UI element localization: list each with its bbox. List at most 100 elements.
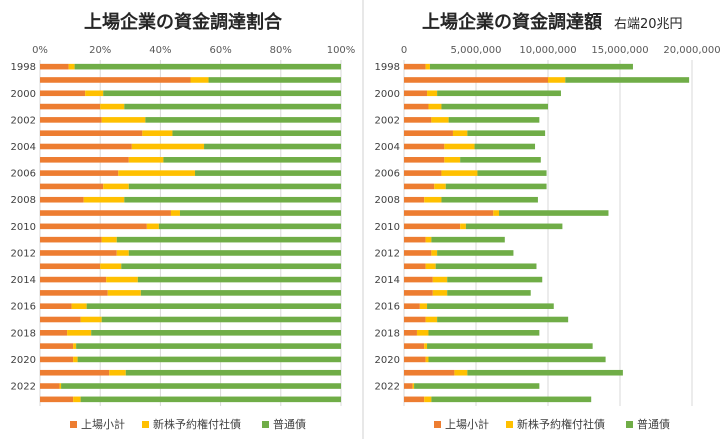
bar-segment [121, 263, 342, 270]
bar-segment [454, 369, 468, 376]
bar-segment [40, 276, 107, 283]
bar-segment [474, 143, 536, 150]
bar-segment [437, 316, 569, 323]
bar-segment [40, 356, 74, 363]
bar-segment [404, 117, 432, 123]
bar-segment [425, 316, 438, 323]
bar-segment [40, 290, 108, 296]
bar-segment [170, 210, 180, 216]
bar-segment [124, 196, 341, 203]
bar-segment [467, 130, 546, 136]
bar-segment [91, 330, 341, 336]
legend-swatch [626, 421, 633, 428]
chart-panel-ratio: 上場企業の資金調達割合 0% 20% 40% 60% 80% 100% 1998 2000 20… [11, 11, 356, 431]
y-tick-label: 2002 [375, 115, 400, 126]
bar-segment [73, 356, 78, 363]
bar-segment [40, 170, 119, 176]
bar-segment [431, 250, 438, 256]
x-tick-label: 100% [327, 45, 356, 56]
bar-segment [67, 330, 92, 336]
bar-segment [412, 383, 415, 389]
bar-segment [158, 223, 341, 230]
bar-segment [432, 290, 448, 296]
bar-segment [404, 263, 426, 270]
bar-segment [40, 343, 74, 349]
chart-title: 上場企業の資金調達額 [422, 11, 602, 33]
bar-segment [71, 303, 87, 309]
bar-segment [116, 236, 341, 243]
y-tick-label: 2008 [11, 195, 36, 206]
bar-segment [100, 263, 122, 270]
bar-segment [404, 196, 425, 203]
bar-segment [447, 276, 543, 283]
bar-segment [404, 170, 442, 176]
bar-segment [404, 183, 435, 190]
legend-label: 普通債 [637, 417, 670, 431]
bar-segment [103, 183, 129, 190]
bar-segment [432, 276, 448, 283]
y-tick-label: 2012 [375, 248, 400, 259]
bar-segment [40, 396, 74, 403]
bar-segment [404, 316, 426, 323]
bar-segment [404, 236, 426, 243]
bar-segment [404, 276, 433, 283]
bar-segment [40, 103, 101, 110]
legend-label: 新株予約権付社債 [153, 417, 241, 431]
bar-segment [85, 90, 104, 97]
bar-segment [467, 369, 623, 376]
bar-segment [172, 130, 341, 136]
bar-segment [190, 77, 209, 83]
bar-segment [404, 343, 425, 349]
x-tick-label: 20,000,000 [663, 45, 720, 56]
legend-swatch [142, 421, 149, 428]
bar-segment [404, 383, 413, 389]
bar-segment [131, 143, 205, 150]
bar-segment [404, 77, 548, 83]
bar-segment [107, 290, 141, 296]
bar-segment [40, 236, 102, 243]
bar-segment [128, 250, 341, 256]
x-tick-label: 80% [270, 45, 292, 56]
bar-segment [448, 117, 540, 123]
y-tick-label: 2006 [11, 169, 36, 180]
bar-segment [431, 236, 505, 243]
bar-segment [40, 117, 102, 123]
bar-segment [565, 77, 690, 83]
bar-segment [427, 343, 593, 349]
bar-segment [40, 196, 84, 203]
bar-segment [441, 170, 478, 176]
bar-segment [179, 210, 341, 216]
y-tick-label: 2018 [11, 328, 36, 339]
y-tick-label: 2012 [11, 248, 36, 259]
bar-segment [208, 77, 341, 83]
bar-segment [109, 369, 126, 376]
bar-segment [106, 276, 138, 283]
bar-segment [128, 183, 341, 190]
bar-segment [441, 196, 538, 203]
bar-segment [86, 303, 341, 309]
bar-segment [145, 117, 341, 123]
bar-segment [404, 223, 461, 230]
y-tick-label: 2022 [11, 382, 36, 393]
bar-segment [404, 330, 417, 336]
legend-label: 上場小計 [445, 417, 489, 431]
y-tick-label: 2002 [11, 115, 36, 126]
bar-segment [40, 183, 104, 190]
bar-segment [40, 157, 129, 163]
y-tick-label: 2000 [375, 89, 400, 100]
bar-segment [40, 63, 69, 70]
bar-segment [499, 210, 609, 216]
bar-segment [128, 157, 164, 163]
bar-segment [100, 103, 125, 110]
y-tick-label: 2020 [11, 355, 36, 366]
bar-segment [493, 210, 500, 216]
y-tick-label: 2016 [375, 302, 400, 313]
bar-segment [404, 369, 455, 376]
bar-segment [460, 223, 466, 230]
bar-segment [40, 383, 60, 389]
bar-segment [40, 210, 171, 216]
bar-segment [404, 90, 428, 97]
bar-segment [444, 157, 461, 163]
y-tick-label: 2018 [375, 328, 400, 339]
